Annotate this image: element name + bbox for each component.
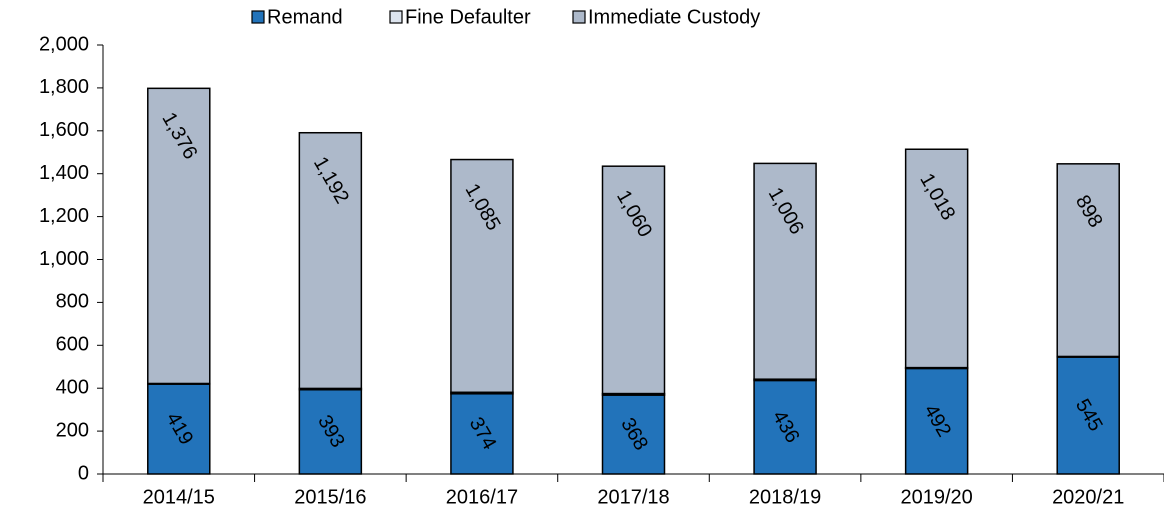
bar-segment [1056,356,1120,475]
bar-segment [904,148,969,369]
legend-swatch [389,10,403,24]
bar-segment [147,87,211,385]
x-tick-label: 2014/15 [143,486,215,508]
legend-label: Remand [267,6,343,28]
bar-segment [753,162,817,380]
y-tick-label: 600 [56,334,89,356]
bar-segment [298,131,363,390]
legend-swatch [251,10,265,24]
x-tick-label: 2019/20 [900,486,972,508]
y-tick-label: 2,000 [39,33,89,55]
bar-segment [1056,163,1120,358]
y-tick-label: 800 [56,291,89,313]
bar-segment [147,383,211,475]
y-tick-label: 1,400 [39,162,89,184]
y-tick-label: 1,000 [39,248,89,270]
x-tick-label: 2016/17 [446,486,518,508]
x-tick-label: 2017/18 [597,486,669,508]
y-tick-label: 400 [56,376,89,398]
y-tick-label: 1,200 [39,205,89,227]
legend-label: Fine Defaulter [405,6,531,28]
y-tick-label: 0 [78,462,89,484]
bar-segment [601,165,666,395]
legend-swatch [572,10,586,24]
bar-segment [298,388,363,475]
bar-segment [601,394,666,475]
x-tick-label: 2015/16 [294,486,366,508]
y-tick-label: 1,600 [39,119,89,141]
bar-segment [450,393,514,475]
x-tick-label: 2020/21 [1052,486,1124,508]
bar-segment [753,379,817,475]
bar-segment [450,158,514,394]
legend-label: Immediate Custody [588,6,760,28]
x-tick-label: 2018/19 [749,486,821,508]
y-tick-label: 200 [56,419,89,441]
y-tick-label: 1,800 [39,76,89,98]
bar-segment [904,367,969,475]
